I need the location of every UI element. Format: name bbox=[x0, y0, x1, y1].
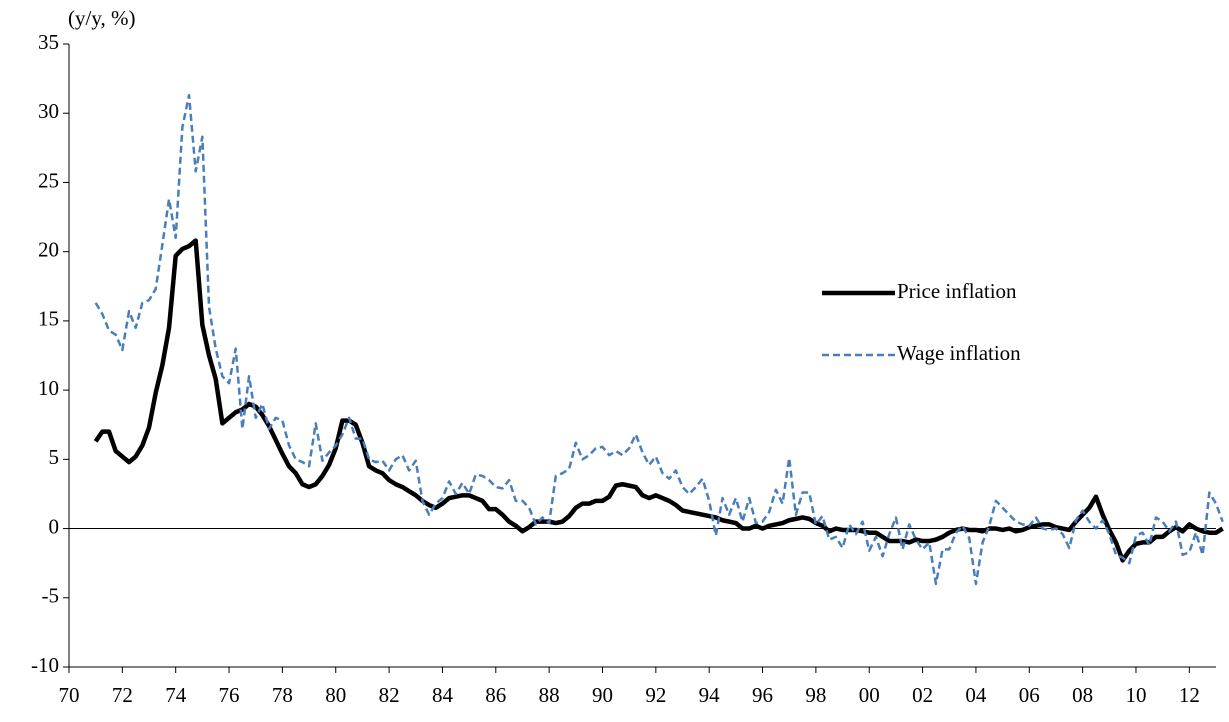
x-tick-label: 10 bbox=[1125, 683, 1146, 707]
y-tick-label: 0 bbox=[49, 514, 60, 538]
x-tick-label: 72 bbox=[112, 683, 133, 707]
x-tick-label: 92 bbox=[645, 683, 666, 707]
x-tick-label: 80 bbox=[325, 683, 346, 707]
legend-label: Wage inflation bbox=[897, 341, 1021, 365]
x-tick-label: 78 bbox=[272, 683, 293, 707]
legend-label: Price inflation bbox=[897, 279, 1017, 303]
y-tick-label: 25 bbox=[38, 168, 59, 192]
x-tick-label: 82 bbox=[379, 683, 400, 707]
x-tick-label: 04 bbox=[965, 683, 987, 707]
y-axis-label: (y/y, %) bbox=[68, 6, 135, 30]
x-tick-label: 06 bbox=[1019, 683, 1040, 707]
x-tick-label: 70 bbox=[59, 683, 80, 707]
x-tick-label: 74 bbox=[165, 683, 187, 707]
x-tick-label: 88 bbox=[539, 683, 560, 707]
x-tick-label: 94 bbox=[699, 683, 721, 707]
x-tick-label: 90 bbox=[592, 683, 613, 707]
x-tick-label: 96 bbox=[752, 683, 773, 707]
x-tick-label: 02 bbox=[912, 683, 933, 707]
y-tick-label: 10 bbox=[38, 376, 59, 400]
y-tick-label: -5 bbox=[42, 584, 60, 608]
x-tick-label: 98 bbox=[805, 683, 826, 707]
x-tick-label: 84 bbox=[432, 683, 454, 707]
x-tick-label: 08 bbox=[1072, 683, 1093, 707]
line-series bbox=[94, 93, 1224, 586]
y-tick-label: 35 bbox=[38, 30, 59, 54]
y-tick-label: 20 bbox=[38, 237, 59, 261]
y-tick-label: 15 bbox=[38, 307, 59, 331]
y-tick-label: 30 bbox=[38, 99, 59, 123]
y-tick-label: 5 bbox=[49, 445, 60, 469]
x-tick-label: 12 bbox=[1179, 683, 1200, 707]
x-tick-label: 86 bbox=[485, 683, 506, 707]
y-tick-label: -10 bbox=[31, 653, 59, 677]
line-series bbox=[93, 238, 1224, 563]
x-tick-label: 76 bbox=[219, 683, 240, 707]
x-tick-label: 00 bbox=[859, 683, 880, 707]
